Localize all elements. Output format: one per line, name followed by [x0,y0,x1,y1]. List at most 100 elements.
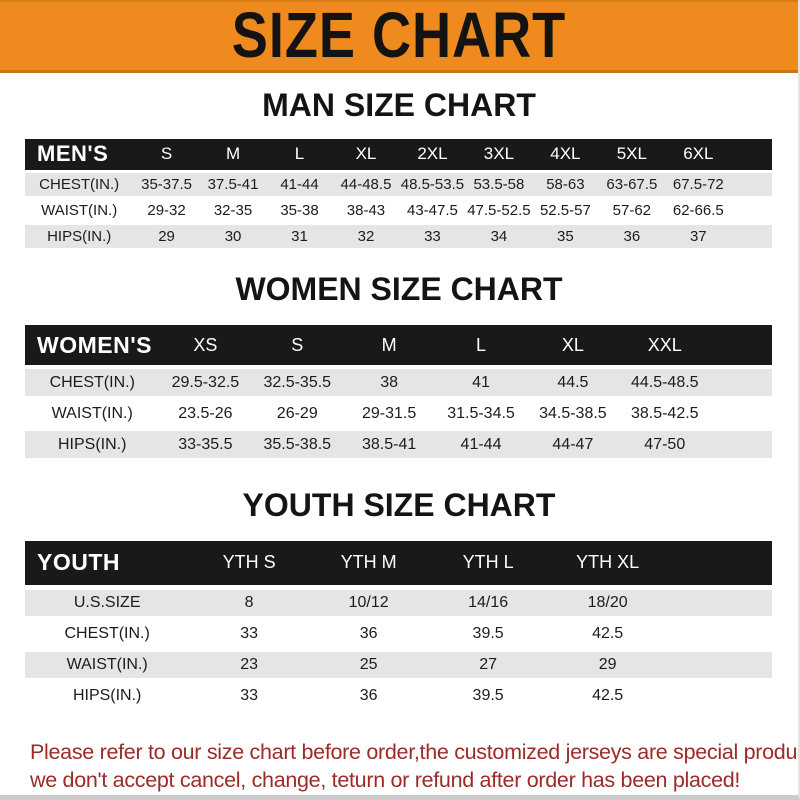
size-value: 39.5 [428,682,548,709]
size-column-header: M [343,325,436,366]
size-value: 32-35 [199,198,267,222]
youth-size-chart-heading: YOUTH SIZE CHART [242,487,556,524]
row-spacer [731,172,772,196]
row-spacer [667,620,772,647]
size-value: 44-47 [526,431,619,459]
size-value: 33 [189,620,309,647]
size-value: 53.5-58 [465,172,533,196]
size-value: 67.5-72 [665,172,732,196]
man-size-chart-heading: MAN SIZE CHART [262,87,536,123]
row-spacer [710,431,772,459]
size-column-header: XXL [618,325,711,366]
size-value: 23 [189,651,309,678]
size-column-header: 4XL [532,138,599,170]
row-label: HIPS(IN.) [25,224,134,248]
table-row: WAIST(IN.) 23.5-26 26-29 29-31.5 31.5-34.5 34… [25,400,772,428]
table-row: U.S.SIZE 8 10/12 14/16 18/20 [25,589,772,616]
size-chart-banner: SIZE CHART [0,0,798,73]
row-spacer [710,369,772,397]
size-column-header: L [435,325,527,366]
row-spacer [667,651,772,678]
size-value: 30 [199,224,267,248]
size-value: 36 [308,620,429,647]
size-value: 36 [598,224,666,248]
size-value: 23.5-26 [159,400,252,428]
size-value: 10/12 [308,589,429,616]
size-value: 44-48.5 [332,172,400,196]
size-value: 14/16 [428,589,548,616]
size-value: 37.5-41 [199,172,267,196]
size-value: 25 [308,651,429,678]
table-row: HIPS(IN.) 33-35.5 35.5-38.5 38.5-41 41-44 44-… [25,431,772,459]
size-column-header: L [266,138,333,170]
size-value: 58-63 [532,172,599,196]
size-column-header: M [199,138,267,170]
row-label: CHEST(IN.) [25,620,190,647]
size-value: 38.5-42.5 [618,400,711,428]
size-column-header: XS [159,325,252,366]
size-value: 26-29 [251,400,344,428]
size-value: 44.5 [526,369,619,397]
size-value: 42.5 [547,620,668,647]
size-column-header: YTH XL [547,540,668,585]
size-value: 27 [428,651,548,678]
size-value: 35-37.5 [133,172,200,196]
size-value: 35 [532,224,599,248]
size-value: 35-38 [266,198,333,222]
size-value: 42.5 [547,682,668,709]
size-column-header: S [251,325,344,366]
table-header-row: YOUTH YTH S YTH M YTH L YTH XL [25,540,772,585]
table-group-label: YOUTH [25,540,190,585]
table-row: WAIST(IN.) 23 25 27 29 [25,651,772,678]
row-label: HIPS(IN.) [25,682,190,709]
size-value: 57-62 [598,198,666,222]
size-value: 41 [435,369,527,397]
row-label: WAIST(IN.) [25,198,134,222]
size-column-header: YTH L [428,540,548,585]
row-spacer [731,198,772,222]
size-value: 33 [399,224,466,248]
size-value: 47-50 [618,431,711,459]
youth-size-table: YOUTH YTH S YTH M YTH L YTH XL U.S.SIZE 8 10/12… [25,536,772,714]
row-label: U.S.SIZE [25,589,190,616]
size-value: 34.5-38.5 [526,400,619,428]
size-value: 29 [133,224,200,248]
size-column-header: XL [526,325,619,366]
size-value: 32.5-35.5 [251,369,344,397]
table-group-label: WOMEN'S [25,325,160,366]
women-size-table: WOMEN'S XS S M L XL XXL CHEST(IN.) 29.5-32.5 32.5… [25,321,772,462]
size-value: 43-47.5 [399,198,466,222]
size-column-header: 5XL [598,138,666,170]
table-row: CHEST(IN.) 33 36 39.5 42.5 [25,620,772,647]
size-value: 48.5-53.5 [399,172,466,196]
row-label: WAIST(IN.) [25,651,190,678]
table-group-label: MEN'S [25,138,134,170]
table-row: CHEST(IN.) 29.5-32.5 32.5-35.5 38 41 44.5 44.5… [25,369,772,397]
size-value: 35.5-38.5 [251,431,344,459]
size-value: 52.5-57 [532,198,599,222]
table-row: CHEST(IN.) 35-37.5 37.5-41 41-44 44-48.5 48.5… [25,172,772,196]
men-size-table: MEN'S S M L XL 2XL 3XL 4XL 5XL 6XL CHEST(IN.) 35-37… [25,136,772,251]
size-column-header: YTH M [308,540,429,585]
size-column-header: 3XL [465,138,533,170]
header-spacer [710,325,772,366]
size-value: 47.5-52.5 [465,198,533,222]
table-row: WAIST(IN.) 29-32 32-35 35-38 38-43 43-47.5 47.… [25,198,772,222]
table-header-row: WOMEN'S XS S M L XL XXL [25,325,772,366]
size-value: 33 [189,682,309,709]
row-label: HIPS(IN.) [25,431,160,459]
size-value: 29-31.5 [343,400,436,428]
size-column-header: S [133,138,200,170]
size-value: 31 [266,224,333,248]
table-header-row: MEN'S S M L XL 2XL 3XL 4XL 5XL 6XL [25,138,772,170]
size-value: 39.5 [428,620,548,647]
size-column-header: XL [332,138,400,170]
disclaimer-line-1: Please refer to our size chart before or… [30,739,800,764]
disclaimer-text: Please refer to our size chart before or… [0,738,798,795]
size-value: 41-44 [435,431,527,459]
size-value: 33-35.5 [159,431,252,459]
size-value: 29-32 [133,198,200,222]
women-size-chart-heading: WOMEN SIZE CHART [235,270,563,307]
table-row: HIPS(IN.) 33 36 39.5 42.5 [25,682,772,709]
